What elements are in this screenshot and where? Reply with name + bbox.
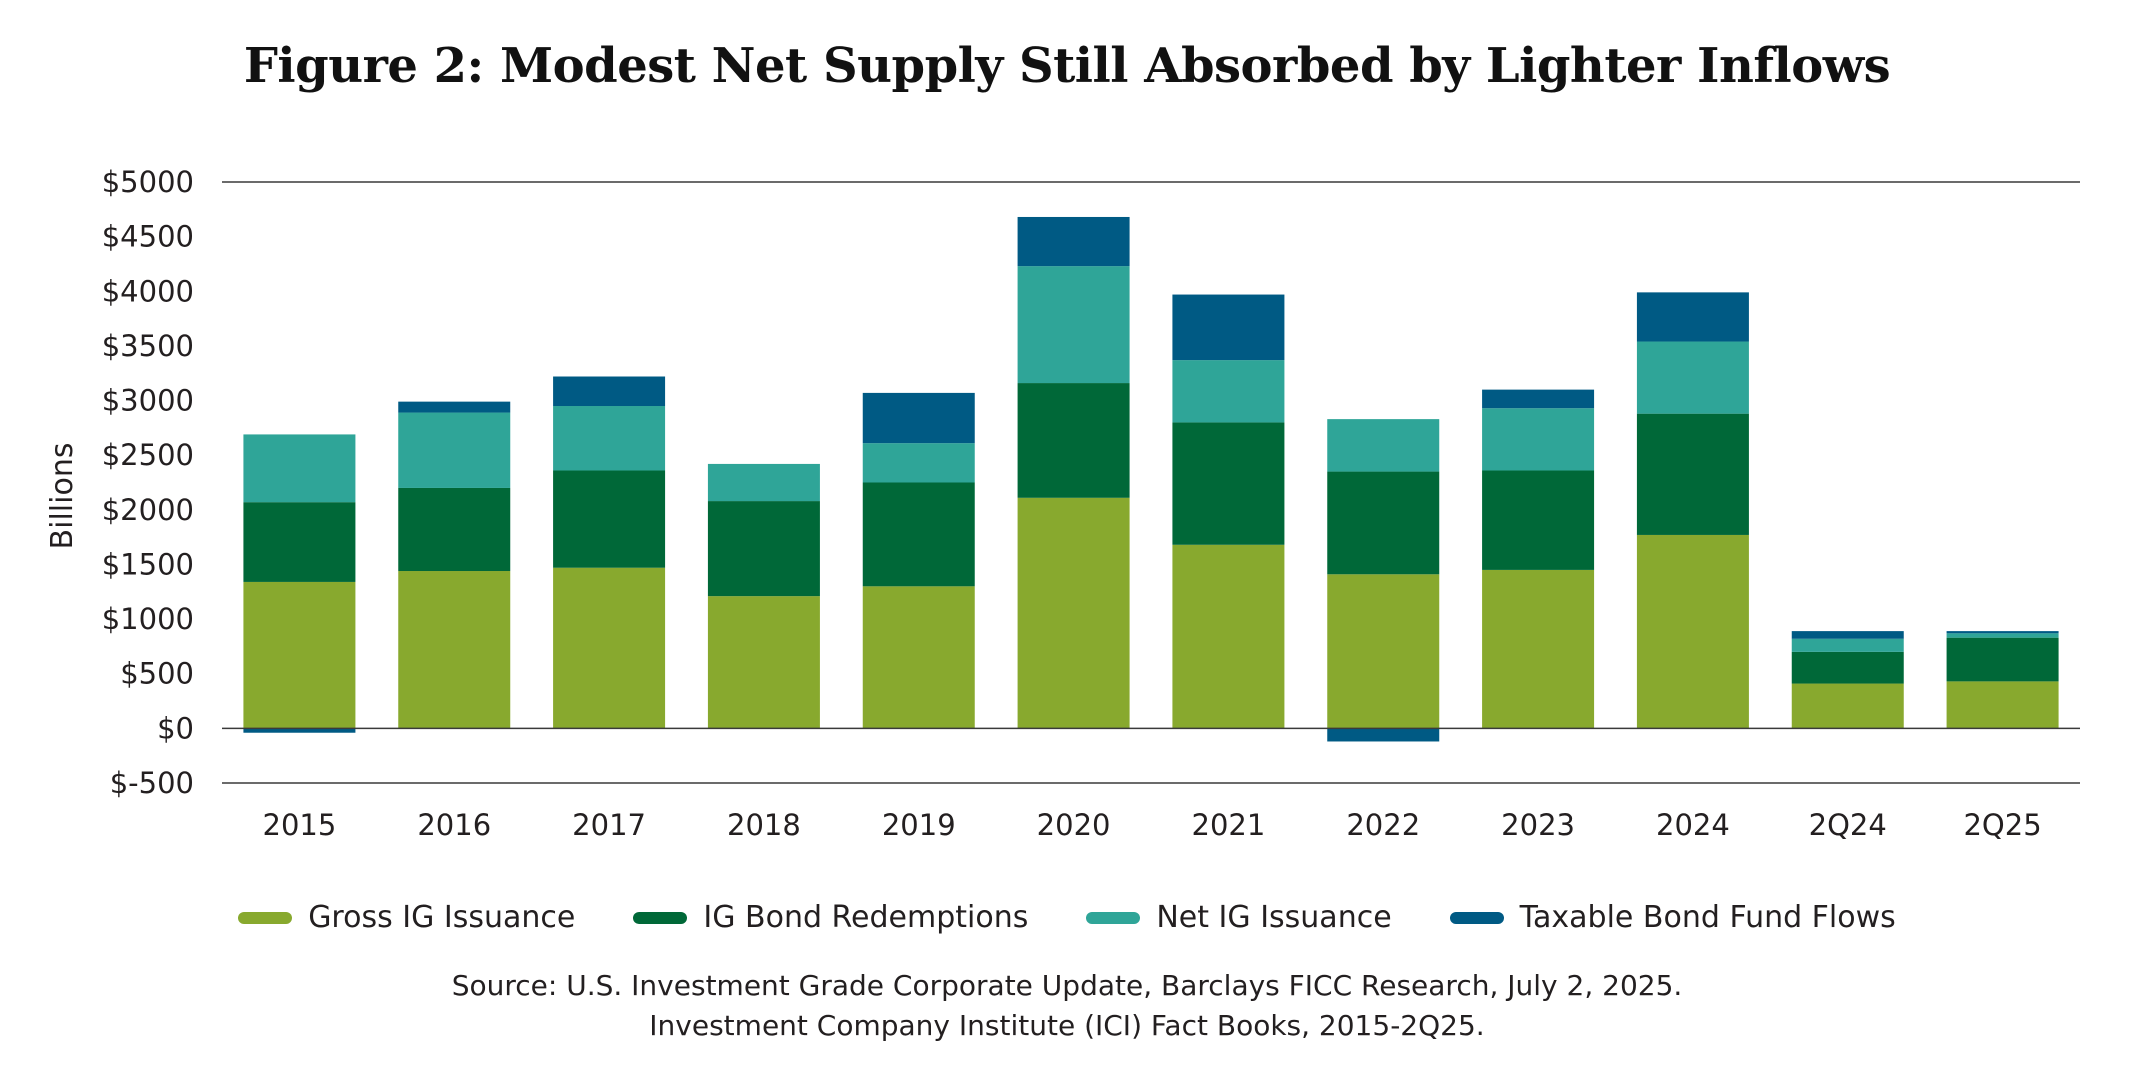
- bar-gross-ig-issuance-2018: [707, 596, 820, 729]
- bar-ig-bond-redemptions-2016: [398, 487, 511, 572]
- legend-label: IG Bond Redemptions: [703, 900, 1029, 935]
- bar-gross-ig-issuance-2017: [553, 567, 666, 729]
- legend-item: Net IG Issuance: [1086, 900, 1392, 935]
- legend-item: Taxable Bond Fund Flows: [1449, 900, 1896, 935]
- chart-title: Figure 2: Modest Net Supply Still Absorb…: [243, 38, 1891, 94]
- y-tick-label: $4500: [102, 220, 194, 254]
- bar-ig-bond-redemptions-2021: [1172, 422, 1285, 545]
- bar-ig-bond-redemptions-2017: [553, 470, 666, 568]
- bar-taxable-bond-fund-flows-2016: [398, 401, 511, 413]
- bar-net-ig-issuance-2015: [243, 434, 356, 503]
- bar-gross-ig-issuance-2q24: [1791, 683, 1904, 729]
- x-tick-label: 2021: [1192, 808, 1266, 842]
- bar-net-ig-issuance-2020: [1017, 266, 1130, 384]
- y-tick-label: $500: [120, 657, 194, 691]
- legend-item: IG Bond Redemptions: [633, 900, 1028, 935]
- legend-label: Taxable Bond Fund Flows: [1519, 900, 1896, 935]
- legend-swatch: [238, 911, 293, 924]
- bar-net-ig-issuance-2023: [1482, 408, 1595, 471]
- x-tick-label: 2024: [1656, 808, 1730, 842]
- source-note: Source: U.S. Investment Grade Corporate …: [0, 966, 2134, 1046]
- legend-item: Gross IG Issuance: [238, 900, 575, 935]
- x-tick-label: 2015: [263, 808, 337, 842]
- bar-taxable-bond-fund-flows-2022: [1327, 728, 1440, 742]
- bar-gross-ig-issuance-2024: [1636, 534, 1749, 729]
- bar-taxable-bond-fund-flows-2q24: [1791, 631, 1904, 639]
- legend: Gross IG Issuance IG Bond Redemptions Net …: [0, 900, 2134, 935]
- x-tick-label: 2016: [417, 808, 491, 842]
- bar-taxable-bond-fund-flows-2020: [1017, 216, 1130, 267]
- bar-taxable-bond-fund-flows-2021: [1172, 294, 1285, 361]
- bar-gross-ig-issuance-2020: [1017, 497, 1130, 729]
- source-line-1: Source: U.S. Investment Grade Corporate …: [451, 969, 1683, 1002]
- x-tick-label: 2023: [1501, 808, 1575, 842]
- bar-net-ig-issuance-2019: [862, 443, 975, 483]
- legend-label: Gross IG Issuance: [308, 900, 576, 935]
- bar-ig-bond-redemptions-2q24: [1791, 651, 1904, 684]
- bar-net-ig-issuance-2021: [1172, 360, 1285, 423]
- bar-net-ig-issuance-2q24: [1791, 638, 1904, 652]
- y-tick-label: $2500: [102, 438, 194, 472]
- x-tick-label: 2Q24: [1809, 808, 1887, 842]
- bar-net-ig-issuance-2q25: [1946, 633, 2059, 638]
- legend-swatch: [633, 911, 688, 924]
- bar-taxable-bond-fund-flows-2024: [1636, 292, 1749, 342]
- gridlines: [222, 181, 2080, 784]
- y-tick-label: $-500: [110, 766, 194, 800]
- bar-gross-ig-issuance-2015: [243, 581, 356, 729]
- bar-net-ig-issuance-2017: [553, 406, 666, 471]
- y-tick-label: $0: [157, 711, 194, 745]
- y-tick-label: $1000: [102, 602, 194, 636]
- y-tick-label: $2000: [102, 493, 194, 527]
- bar-ig-bond-redemptions-2022: [1327, 471, 1440, 575]
- y-tick-label: $3500: [102, 329, 194, 363]
- bar-net-ig-issuance-2024: [1636, 341, 1749, 414]
- x-tick-label: 2018: [727, 808, 801, 842]
- x-tick-label: 2017: [572, 808, 646, 842]
- y-tick-label: $3000: [102, 384, 194, 418]
- bar-ig-bond-redemptions-2023: [1482, 470, 1595, 570]
- bar-net-ig-issuance-2016: [398, 412, 511, 488]
- bar-taxable-bond-fund-flows-2015: [243, 728, 356, 733]
- x-tick-label: 2022: [1346, 808, 1420, 842]
- x-tick-label: 2Q25: [1963, 808, 2041, 842]
- bar-ig-bond-redemptions-2015: [243, 502, 356, 582]
- y-tick-labels: $5000 $4500 $4000 $3500 $3000 $2500 $2000 $1500…: [102, 165, 194, 800]
- legend-swatch: [1086, 911, 1141, 924]
- legend-swatch: [1449, 911, 1504, 924]
- bar-taxable-bond-fund-flows-2q25: [1946, 631, 2059, 634]
- bars: [243, 216, 2059, 742]
- chart-plot: $5000 $4500 $4000 $3500 $3000 $2500 $2000 $1500…: [45, 165, 2080, 842]
- bar-gross-ig-issuance-2023: [1482, 569, 1595, 729]
- x-tick-label: 2019: [882, 808, 956, 842]
- bar-ig-bond-redemptions-2q25: [1946, 637, 2059, 682]
- x-tick-label: 2020: [1037, 808, 1111, 842]
- bar-gross-ig-issuance-2021: [1172, 544, 1285, 729]
- bar-taxable-bond-fund-flows-2017: [553, 376, 666, 407]
- bar-gross-ig-issuance-2019: [862, 586, 975, 729]
- bar-ig-bond-redemptions-2018: [707, 501, 820, 597]
- bar-taxable-bond-fund-flows-2019: [862, 392, 975, 444]
- bar-taxable-bond-fund-flows-2023: [1482, 389, 1595, 409]
- bar-gross-ig-issuance-2022: [1327, 574, 1440, 729]
- x-tick-labels: 2015 2016 2017 2018 2019 2020 2021 2022 2023 2024…: [263, 808, 2042, 842]
- y-tick-label: $1500: [102, 547, 194, 581]
- source-line-2: Investment Company Institute (ICI) Fact …: [649, 1009, 1485, 1042]
- bar-net-ig-issuance-2018: [707, 463, 820, 502]
- bar-ig-bond-redemptions-2024: [1636, 413, 1749, 535]
- bar-gross-ig-issuance-2q25: [1946, 681, 2059, 729]
- legend-label: Net IG Issuance: [1156, 900, 1392, 935]
- bar-ig-bond-redemptions-2019: [862, 482, 975, 587]
- y-axis-title: Billions: [45, 443, 80, 550]
- bar-net-ig-issuance-2022: [1327, 419, 1440, 472]
- y-tick-label: $4000: [102, 274, 194, 308]
- bar-gross-ig-issuance-2016: [398, 571, 511, 729]
- bar-ig-bond-redemptions-2020: [1017, 383, 1130, 498]
- y-tick-label: $5000: [102, 165, 194, 199]
